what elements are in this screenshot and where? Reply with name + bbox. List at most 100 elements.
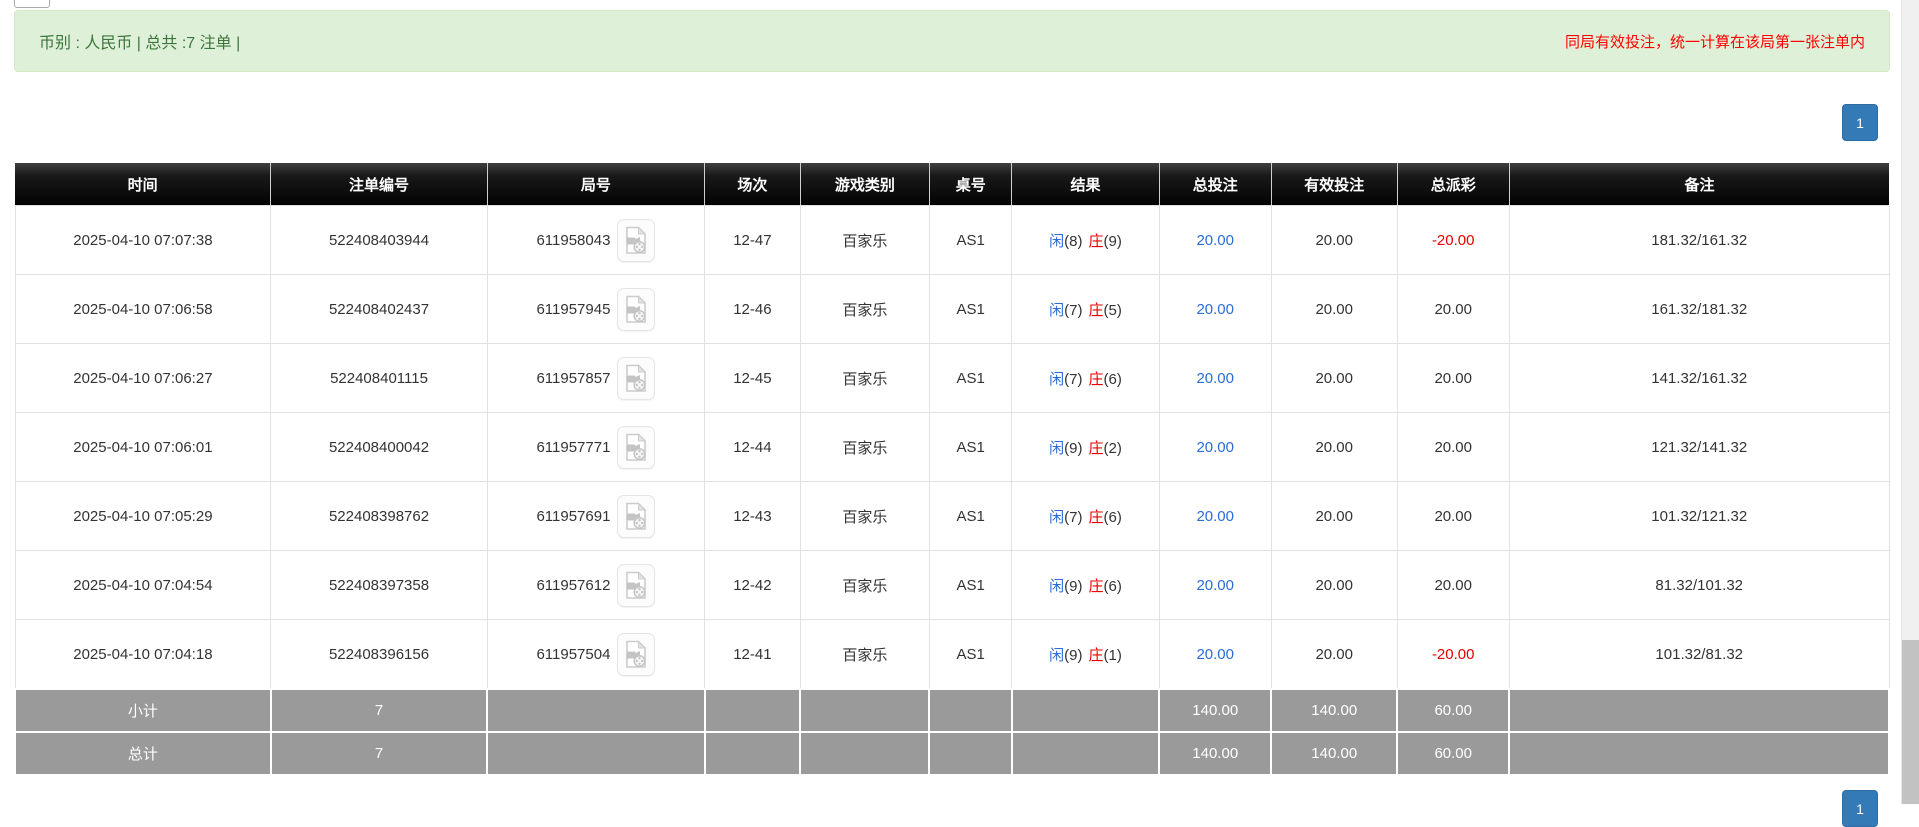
total-empty (928, 731, 1013, 776)
round-number: 611957612 (536, 576, 611, 594)
cell-round: 611957504 (486, 619, 706, 690)
video-file-icon (626, 639, 647, 668)
cell-round: 611958043 (486, 205, 706, 275)
round-number: 611957771 (536, 438, 611, 456)
cell-total-bet[interactable]: 20.00 (1158, 412, 1272, 482)
video-replay-button[interactable] (617, 425, 656, 469)
result-banker-label: 庄 (1088, 439, 1104, 457)
cell-total-bet[interactable]: 20.00 (1158, 205, 1272, 275)
result-player-score: (8) (1064, 232, 1083, 250)
cell-payout: -20.00 (1396, 205, 1510, 275)
cell-time: 2025-04-10 07:06:58 (14, 274, 272, 344)
scrollbar-track[interactable] (1901, 0, 1919, 804)
result-player-label: 闲 (1049, 301, 1065, 319)
subtotal-empty (486, 688, 706, 733)
result-banker-label: 庄 (1088, 577, 1104, 595)
result-banker-score: (9) (1103, 232, 1122, 250)
cell-total-bet[interactable]: 20.00 (1158, 481, 1272, 551)
cell-valid-bet: 20.00 (1270, 412, 1398, 482)
cell-game-type: 百家乐 (799, 274, 930, 344)
video-replay-button[interactable] (617, 563, 656, 607)
result-player-label: 闲 (1049, 508, 1065, 526)
cell-payout: 20.00 (1396, 343, 1510, 413)
scrollbar-thumb[interactable] (1902, 640, 1919, 804)
cell-total-bet[interactable]: 20.00 (1158, 619, 1272, 690)
cell-time: 2025-04-10 07:06:27 (14, 343, 272, 413)
round-number: 611958043 (536, 231, 611, 249)
video-file-icon (626, 225, 647, 254)
bet-records-table: 时间 注单编号 局号 场次 游戏类别 桌号 结果 总投注 有效投注 总派彩 备注… (14, 163, 1890, 776)
subtotal-empty (1010, 688, 1161, 733)
cell-valid-bet: 20.00 (1270, 274, 1398, 344)
header-session: 场次 (704, 163, 801, 206)
video-replay-button[interactable] (617, 218, 656, 262)
cell-payout: 20.00 (1396, 412, 1510, 482)
cell-game-type: 百家乐 (799, 550, 930, 620)
video-replay-button[interactable] (617, 287, 656, 331)
header-valid-bet: 有效投注 (1270, 163, 1397, 206)
result-banker-label: 庄 (1088, 370, 1104, 388)
pagination-page-1-bottom[interactable]: 1 (1842, 790, 1878, 827)
header-bet-id: 注单编号 (270, 163, 488, 206)
cell-remark: 181.32/161.32 (1508, 205, 1890, 275)
total-total-bet: 140.00 (1158, 731, 1273, 776)
video-replay-button[interactable] (617, 494, 656, 538)
video-file-icon (626, 570, 647, 599)
cutoff-control[interactable] (14, 0, 50, 8)
cell-bet-id: 522408397358 (270, 550, 488, 620)
total-empty (703, 731, 802, 776)
cell-payout: 20.00 (1396, 481, 1510, 551)
video-replay-button[interactable] (617, 632, 656, 676)
total-count: 7 (269, 731, 489, 776)
summary-banner: 币别 : 人民币 | 总共 :7 注单 | 同局有效投注，统一计算在该局第一张注… (14, 10, 1890, 72)
cell-time: 2025-04-10 07:07:38 (14, 205, 272, 275)
total-empty (1010, 731, 1161, 776)
cell-table-no: AS1 (928, 481, 1013, 551)
cell-session: 12-44 (704, 412, 801, 482)
total-empty (1508, 731, 1890, 776)
cell-total-bet[interactable]: 20.00 (1158, 343, 1272, 413)
result-banker-score: (5) (1103, 301, 1122, 319)
video-file-icon (626, 432, 647, 461)
cell-total-bet[interactable]: 20.00 (1158, 274, 1272, 344)
cell-round: 611957945 (486, 274, 706, 344)
result-player-label: 闲 (1049, 577, 1065, 595)
cell-table-no: AS1 (928, 205, 1013, 275)
cell-result: 闲(9) 庄(1) (1011, 619, 1160, 690)
result-player-score: (7) (1064, 370, 1083, 388)
pagination-page-1-top[interactable]: 1 (1842, 104, 1878, 141)
table-header-row: 时间 注单编号 局号 场次 游戏类别 桌号 结果 总投注 有效投注 总派彩 备注 (15, 163, 1889, 206)
result-player-score: (9) (1064, 577, 1083, 595)
cell-game-type: 百家乐 (799, 205, 930, 275)
result-banker-score: (6) (1103, 508, 1122, 526)
cell-time: 2025-04-10 07:05:29 (14, 481, 272, 551)
header-time: 时间 (15, 163, 271, 206)
cell-session: 12-42 (704, 550, 801, 620)
cell-remark: 121.32/141.32 (1508, 412, 1890, 482)
cell-bet-id: 522408403944 (270, 205, 488, 275)
video-file-icon (626, 294, 647, 323)
cell-session: 12-45 (704, 343, 801, 413)
cell-table-no: AS1 (928, 343, 1013, 413)
cell-result: 闲(9) 庄(2) (1011, 412, 1160, 482)
table-row: 2025-04-10 07:04:18 522408396156 6119575… (14, 619, 1890, 690)
cell-game-type: 百家乐 (799, 619, 930, 690)
round-number: 611957945 (536, 300, 611, 318)
header-payout: 总派彩 (1396, 163, 1510, 206)
cell-total-bet[interactable]: 20.00 (1158, 550, 1272, 620)
cell-remark: 101.32/121.32 (1508, 481, 1890, 551)
result-player-label: 闲 (1049, 370, 1065, 388)
header-result: 结果 (1011, 163, 1160, 206)
result-player-label: 闲 (1049, 439, 1065, 457)
video-file-icon (626, 501, 647, 530)
result-banker-label: 庄 (1088, 646, 1104, 664)
subtotal-empty (1508, 688, 1890, 733)
total-valid-bet: 140.00 (1270, 731, 1398, 776)
cell-valid-bet: 20.00 (1270, 343, 1398, 413)
cell-session: 12-41 (704, 619, 801, 690)
table-row: 2025-04-10 07:06:58 522408402437 6119579… (14, 274, 1890, 344)
table-row: 2025-04-10 07:06:01 522408400042 6119577… (14, 412, 1890, 482)
cell-payout: 20.00 (1396, 274, 1510, 344)
video-replay-button[interactable] (617, 356, 656, 400)
cell-time: 2025-04-10 07:04:54 (14, 550, 272, 620)
